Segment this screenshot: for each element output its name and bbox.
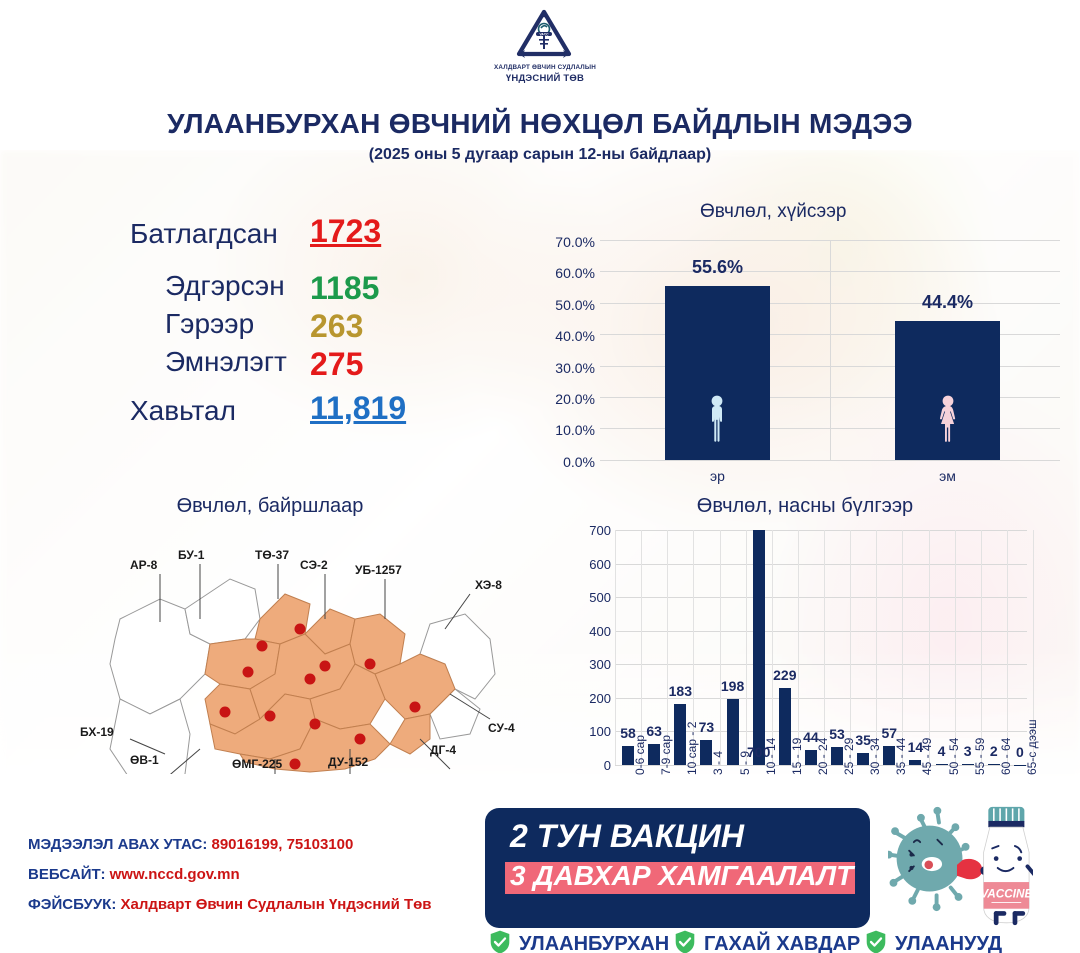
svg-text:ДУ-152: ДУ-152 (328, 755, 369, 769)
svg-text:СЭ-2: СЭ-2 (300, 558, 328, 572)
svg-text:ХЭ-8: ХЭ-8 (475, 578, 502, 592)
svg-text:УБ-1257: УБ-1257 (355, 563, 402, 577)
svg-text:АР-8: АР-8 (130, 558, 158, 572)
svg-text:ӨМГ-225: ӨМГ-225 (232, 757, 282, 771)
svg-text:ДГ-4: ДГ-4 (430, 743, 456, 757)
svg-text:ӨВ-1: ӨВ-1 (130, 753, 159, 767)
svg-text:СУ-4: СУ-4 (488, 721, 515, 735)
svg-text:ТӨ-37: ТӨ-37 (255, 548, 289, 562)
svg-text:VACCINE: VACCINE (980, 888, 1033, 901)
svg-text:БХ-19: БХ-19 (80, 725, 114, 739)
svg-text:БУ-1: БУ-1 (178, 548, 205, 562)
